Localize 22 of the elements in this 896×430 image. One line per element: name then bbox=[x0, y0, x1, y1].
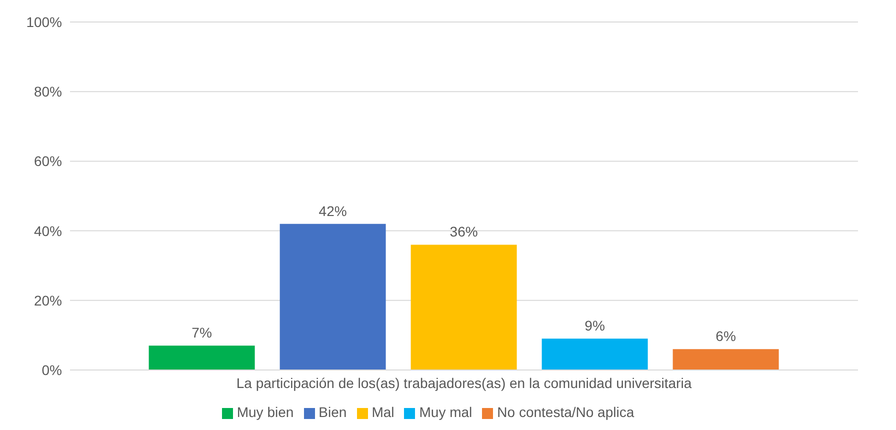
data-label: 42% bbox=[318, 202, 347, 219]
y-tick-label: 100% bbox=[26, 14, 62, 30]
legend-label: Bien bbox=[318, 404, 347, 420]
y-tick-label: 60% bbox=[34, 153, 62, 170]
bar bbox=[148, 346, 255, 370]
data-label: 7% bbox=[192, 324, 212, 341]
y-tick-label: 40% bbox=[34, 222, 62, 239]
bar bbox=[280, 224, 386, 370]
data-label: 36% bbox=[450, 224, 478, 240]
legend-label: Muy bien bbox=[236, 404, 294, 420]
x-tick-label: La participación de los(as) trabajadores(as) en la comunidad universitaria bbox=[236, 374, 692, 391]
y-tick-label: 0% bbox=[42, 362, 62, 378]
bar bbox=[542, 338, 648, 370]
data-label: 9% bbox=[584, 318, 605, 334]
y-tick-label: 80% bbox=[34, 84, 62, 100]
data-label: 6% bbox=[716, 328, 736, 344]
legend-label: Muy mal bbox=[419, 404, 472, 420]
bar bbox=[410, 244, 517, 370]
legend-label: Mal bbox=[372, 404, 394, 420]
legend-label: No contesta/No aplica bbox=[497, 404, 634, 420]
bar bbox=[672, 349, 779, 370]
y-tick-label: 20% bbox=[34, 292, 62, 308]
